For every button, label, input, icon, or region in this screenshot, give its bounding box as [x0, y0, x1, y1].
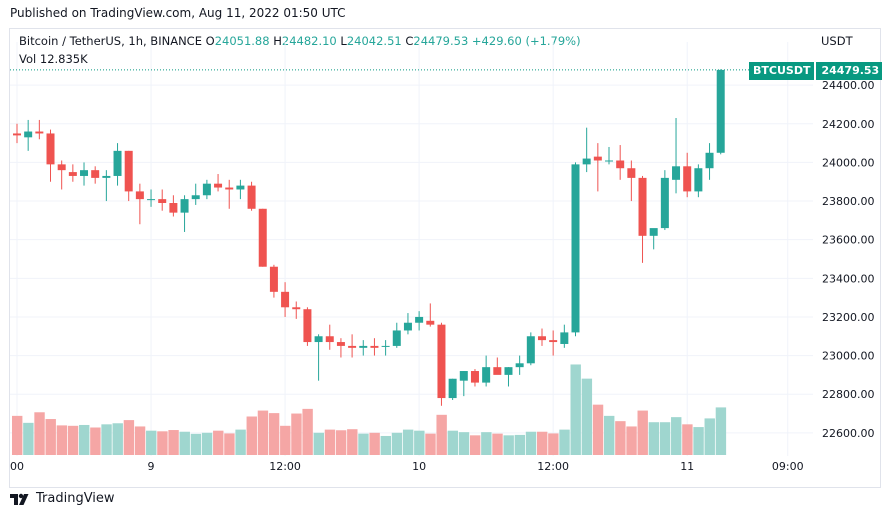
last-price-tag: BTCUSDT 24479.53: [749, 62, 883, 80]
open-value: 24051.88: [214, 34, 270, 48]
volume-label: Vol: [19, 52, 37, 66]
tradingview-logo[interactable]: TradingView: [10, 491, 115, 506]
close-label: C: [405, 34, 414, 48]
volume-legend[interactable]: Vol 12.835K: [19, 52, 88, 66]
high-label: H: [273, 34, 282, 48]
symbol-legend[interactable]: Bitcoin / TetherUS, 1h, BINANCE O24051.8…: [19, 34, 581, 48]
volume-value: 12.835K: [39, 52, 88, 66]
low-value: 24042.51: [346, 34, 402, 48]
published-caption: Published on TradingView.com, Aug 11, 20…: [10, 6, 346, 20]
change-value: +429.60 (+1.79%): [471, 34, 581, 48]
symbol-title: Bitcoin / TetherUS, 1h, BINANCE: [19, 34, 202, 48]
open-label: O: [205, 34, 215, 48]
price-tag-value: 24479.53: [816, 62, 883, 80]
tradingview-logo-icon: [10, 493, 29, 505]
footer-brand: TradingView: [36, 491, 115, 506]
chart-frame[interactable]: [9, 28, 881, 488]
currency-label: USDT: [821, 34, 853, 48]
high-value: 24482.10: [281, 34, 337, 48]
close-value: 24479.53: [413, 34, 469, 48]
price-tag-symbol: BTCUSDT: [749, 62, 815, 80]
low-label: L: [340, 34, 347, 48]
